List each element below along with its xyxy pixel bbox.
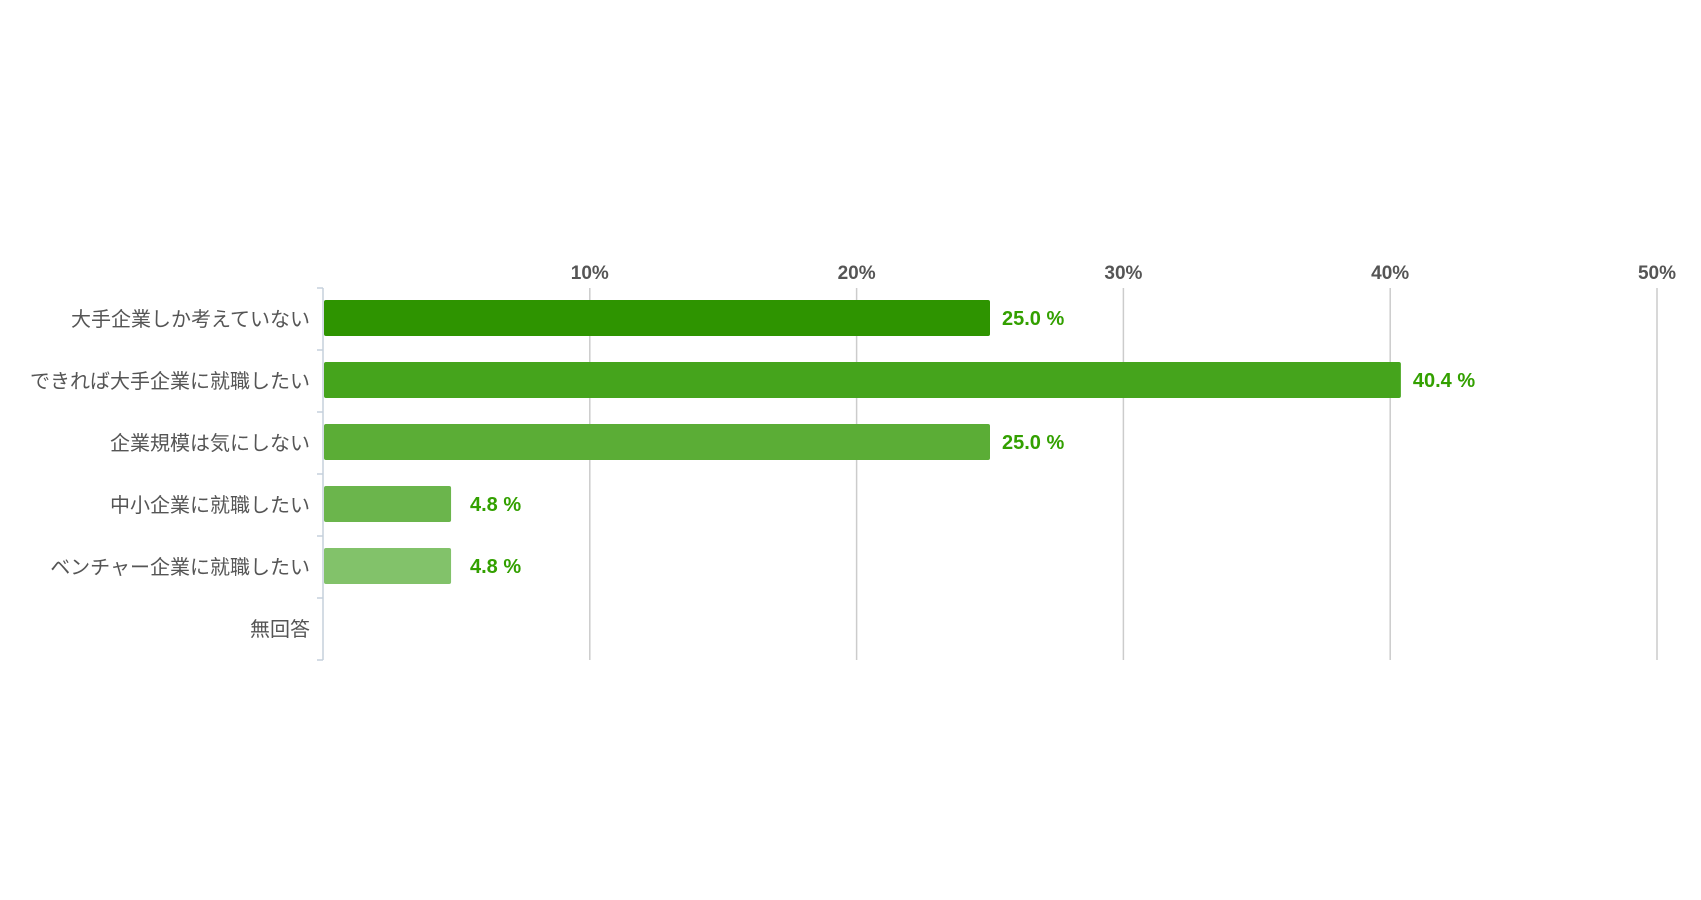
bar: [324, 362, 1401, 398]
value-label: 25.0 %: [1002, 308, 1064, 330]
x-tick-label: 50%: [1638, 263, 1676, 284]
grid-lines: [589, 288, 1658, 660]
x-axis-ticks: 10% 20% 30% 40% 50%: [571, 263, 1676, 284]
category-label: ベンチャー企業に就職したい: [50, 555, 310, 579]
x-tick-label: 10%: [571, 263, 609, 284]
category-axis: [317, 287, 324, 661]
value-label: 4.8 %: [470, 494, 521, 516]
value-label: 40.4 %: [1413, 370, 1475, 392]
bar: [324, 486, 452, 522]
value-label: 4.8 %: [470, 556, 521, 578]
category-label: 企業規模は気にしない: [110, 431, 310, 455]
bar: [324, 548, 452, 584]
category-label: 中小企業に就職したい: [110, 493, 310, 517]
bar: [324, 300, 990, 336]
labels: 大手企業しか考えていない 25.0 % できれば大手企業に就職したい 40.4 % 企業…: [30, 307, 1475, 641]
x-tick-label: 40%: [1371, 263, 1409, 284]
category-label: 無回答: [250, 617, 310, 641]
category-label: 大手企業しか考えていない: [71, 307, 310, 331]
x-tick-label: 20%: [838, 263, 876, 284]
category-label: できれば大手企業に就職したい: [30, 369, 310, 393]
bars: [324, 300, 1401, 584]
value-label: 25.0 %: [1002, 432, 1064, 454]
bar: [324, 424, 990, 460]
x-tick-label: 30%: [1104, 263, 1142, 284]
